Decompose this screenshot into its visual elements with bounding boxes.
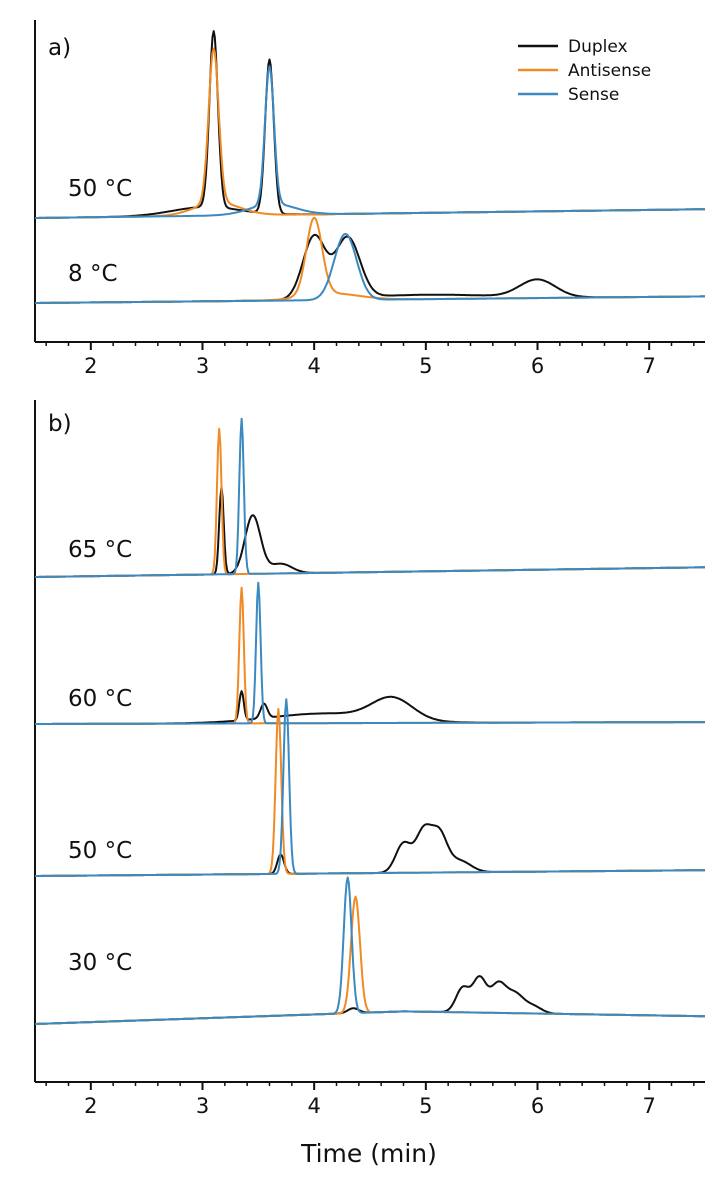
trace-duplex-line — [35, 975, 705, 1025]
trace-sense-line — [35, 232, 705, 304]
panel-label: a) — [48, 35, 71, 61]
x-tick-label: 6 — [531, 354, 544, 378]
trace-label: 30 °C — [68, 950, 132, 976]
x-tick-label: 4 — [307, 1094, 320, 1118]
x-tick-label: 3 — [196, 1094, 209, 1118]
trace-antisense-line — [35, 708, 705, 877]
x-tick-label: 2 — [84, 1094, 97, 1118]
panel-a: 2 3 4 5 6 7 a) 50 °C 8 °C Duplex Antisense Sense — [34, 20, 705, 378]
trace-sense-line — [35, 876, 705, 1025]
legend-label: Sense — [568, 85, 619, 105]
x-tick-label: 6 — [531, 1094, 544, 1118]
panel-b: 2 3 4 5 6 7 b) 65 °C 60 °C 50 °C 30 °C — [34, 400, 705, 1118]
x-tick-label: 5 — [419, 1094, 432, 1118]
trace-label: 60 °C — [68, 686, 132, 712]
x-tick-label: 7 — [642, 354, 655, 378]
trace-label: 8 °C — [68, 261, 118, 287]
trace-duplex-line — [35, 823, 705, 877]
legend-label: Antisense — [568, 61, 651, 81]
x-tick-label: 3 — [196, 354, 209, 378]
trace-antisense-line — [35, 895, 705, 1025]
trace-antisense-line — [35, 216, 705, 304]
x-tick-label: 4 — [307, 354, 320, 378]
trace-duplex-line — [35, 486, 705, 578]
x-axis-label: Time (min) — [300, 1139, 437, 1168]
trace-duplex-line — [35, 690, 705, 725]
trace-sense-line — [35, 698, 705, 877]
trace-sense-line — [35, 417, 705, 578]
trace-label: 50 °C — [68, 838, 132, 864]
trace-label: 65 °C — [68, 537, 132, 563]
trace-label: 50 °C — [68, 176, 132, 202]
x-tick-label: 2 — [84, 354, 97, 378]
trace-antisense-line — [35, 427, 705, 578]
panel-label: b) — [48, 411, 72, 437]
x-tick-label: 7 — [642, 1094, 655, 1118]
trace-sense-line — [35, 65, 705, 219]
trace-duplex-line — [35, 30, 705, 219]
x-tick-label: 5 — [419, 354, 432, 378]
legend-label: Duplex — [568, 37, 628, 57]
trace-sense-line — [35, 581, 705, 725]
